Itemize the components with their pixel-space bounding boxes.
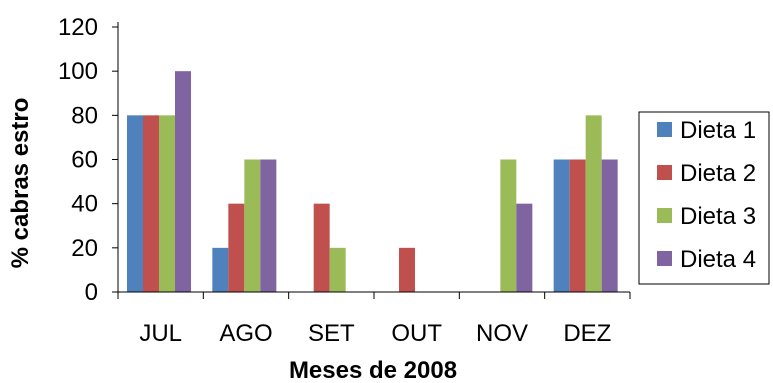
legend-swatch <box>657 208 672 223</box>
legend-label: Dieta 3 <box>680 203 756 230</box>
legend-label: Dieta 4 <box>680 246 756 273</box>
legend-swatch <box>657 251 672 266</box>
bar-dieta-2-ago <box>228 203 245 292</box>
bar-dieta-2-out <box>399 247 415 292</box>
bar-dieta-1-jul <box>127 115 143 292</box>
bars <box>127 71 618 293</box>
x-axis-ticks: JUL AGO SET OUT NOV DEZ <box>139 320 611 347</box>
y-axis-ticks: 0 20 40 60 80 100 120 <box>58 14 118 306</box>
bar-dieta-4-jul <box>175 71 191 293</box>
y-tick-label: 20 <box>71 235 98 262</box>
bar-dieta-3-dez <box>585 115 602 292</box>
bar-dieta-1-ago <box>212 247 229 292</box>
bar-dieta-4-dez <box>601 159 618 292</box>
legend-swatch <box>657 165 672 180</box>
y-tick-label: 120 <box>58 14 98 41</box>
y-tick-label: 40 <box>71 191 98 218</box>
x-tick-label: JUL <box>139 320 182 347</box>
bar-dieta-1-dez <box>553 159 570 292</box>
x-tick-label: AGO <box>219 320 272 347</box>
x-axis-title: Meses de 2008 <box>289 357 457 383</box>
y-tick-label: 0 <box>85 279 98 306</box>
bar-dieta-4-nov <box>516 203 533 292</box>
bar-dieta-2-dez <box>569 159 586 292</box>
bar-dieta-3-set <box>329 247 346 292</box>
bar-dieta-4-ago <box>260 159 277 292</box>
y-tick-label: 80 <box>71 102 98 129</box>
axes <box>117 22 631 299</box>
legend-label: Dieta 1 <box>680 117 756 144</box>
y-tick-label: 60 <box>71 147 98 174</box>
x-tick-label: SET <box>308 320 355 347</box>
y-tick-label: 100 <box>58 58 98 85</box>
legend-label: Dieta 2 <box>680 160 756 187</box>
x-tick-label: OUT <box>391 320 442 347</box>
legend: Dieta 1 Dieta 2 Dieta 3 Dieta 4 <box>638 111 770 285</box>
bar-dieta-3-ago <box>244 159 261 292</box>
x-tick-label: NOV <box>476 320 528 347</box>
bar-dieta-2-set <box>313 203 330 292</box>
x-tick-label: DEZ <box>563 320 611 347</box>
bar-dieta-2-jul <box>143 115 159 292</box>
y-axis-title: % cabras estro <box>7 98 34 269</box>
legend-swatch <box>657 122 672 137</box>
bar-dieta-3-nov <box>500 159 517 292</box>
bar-dieta-3-jul <box>159 115 175 292</box>
